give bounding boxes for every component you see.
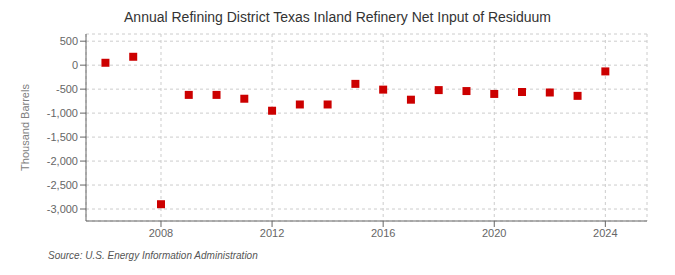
- svg-text:Thousand Barrels: Thousand Barrels: [19, 84, 31, 171]
- svg-text:2024: 2024: [593, 227, 617, 239]
- svg-text:-500: -500: [56, 83, 78, 95]
- html-text:Annual Refining District Texas: Annual Refining District Texas Inland Re…: [124, 9, 551, 25]
- svg-text:500: 500: [60, 35, 78, 47]
- svg-text:2020: 2020: [482, 227, 506, 239]
- html-text:Source: U.S. Energy Informatio: Source: U.S. Energy Information Administ…: [48, 250, 258, 261]
- svg-text:2012: 2012: [260, 227, 284, 239]
- svg-text:2008: 2008: [149, 227, 173, 239]
- svg-text:0: 0: [72, 59, 78, 71]
- svg-text:-2,500: -2,500: [47, 179, 78, 191]
- svg-text:-2,000: -2,000: [47, 155, 78, 167]
- svg-text:2016: 2016: [371, 227, 395, 239]
- svg-text:-3,000: -3,000: [47, 203, 78, 215]
- svg-text:-1,000: -1,000: [47, 107, 78, 119]
- svg-text:-1,500: -1,500: [47, 131, 78, 143]
